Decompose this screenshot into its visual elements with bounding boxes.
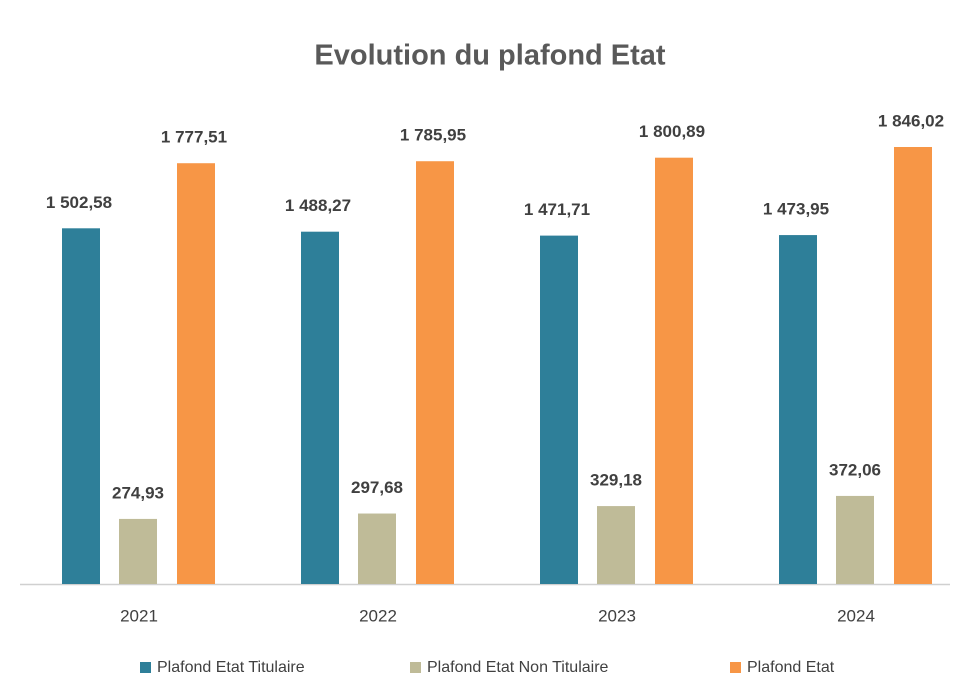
x-tick-label: 2024	[837, 606, 875, 625]
bar	[119, 518, 157, 584]
legend-label: Plafond Etat	[747, 659, 835, 676]
legend-swatch	[410, 662, 421, 673]
legend-swatch	[140, 662, 151, 673]
x-tick-label: 2021	[120, 606, 158, 625]
data-label: 1 471,71	[524, 200, 590, 219]
legend-label: Plafond Etat Titulaire	[157, 659, 305, 676]
data-label: 1 777,51	[161, 128, 227, 147]
bar	[655, 157, 693, 585]
chart-title: Evolution du plafond Etat	[314, 40, 666, 72]
bar	[540, 235, 578, 585]
data-label: 372,06	[829, 460, 881, 479]
bar	[416, 161, 454, 585]
data-label: 1 473,95	[763, 200, 829, 219]
bar	[358, 513, 396, 584]
data-label: 1 785,95	[400, 126, 466, 145]
bar	[779, 235, 817, 584]
data-label: 329,18	[590, 471, 642, 490]
data-label: 1 846,02	[878, 111, 944, 130]
bar	[301, 231, 339, 585]
legend-label: Plafond Etat Non Titulaire	[427, 659, 609, 676]
legend-swatch	[730, 662, 741, 673]
data-label: 1 800,89	[639, 122, 705, 141]
bar	[62, 228, 100, 584]
x-tick-label: 2023	[598, 606, 636, 625]
data-label: 274,93	[112, 483, 164, 502]
bar	[836, 495, 874, 584]
bar	[177, 163, 215, 584]
bar	[597, 506, 635, 584]
data-label: 1 488,27	[285, 196, 351, 215]
data-label: 1 502,58	[46, 193, 112, 212]
data-label: 297,68	[351, 478, 403, 497]
x-tick-label: 2022	[359, 606, 397, 625]
bar	[894, 147, 932, 584]
